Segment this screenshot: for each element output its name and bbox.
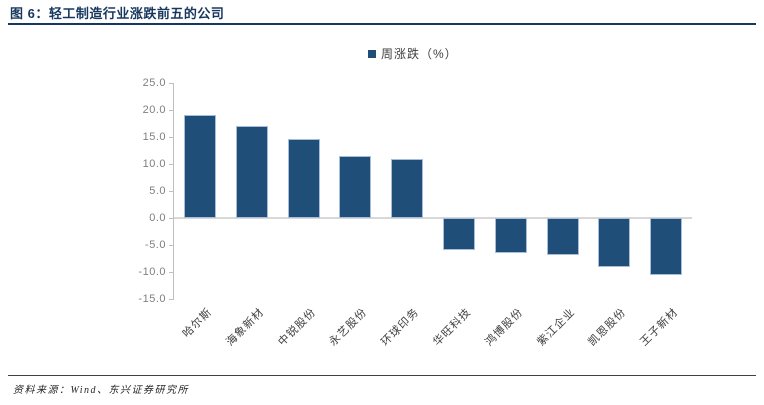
y-axis-label: 0.0 — [149, 212, 166, 224]
y-axis-label: 20.0 — [142, 104, 166, 116]
figure-title: 图 6：轻工制造行业涨跌前五的公司 — [10, 6, 225, 21]
bar-中锐股份 — [288, 139, 320, 218]
bar-环球印务 — [391, 159, 423, 218]
y-axis-tick — [169, 245, 174, 246]
y-axis-label: -5.0 — [145, 239, 166, 251]
bar-王子新材 — [650, 218, 682, 275]
y-axis-label: -10.0 — [138, 266, 166, 278]
y-axis-tick — [169, 164, 174, 165]
bar-海象新材 — [236, 126, 268, 218]
y-axis-label: 5.0 — [149, 185, 166, 197]
bar-凯恩股份 — [598, 218, 630, 267]
x-axis-label: 永艺股份 — [327, 306, 370, 349]
footer-divider — [8, 375, 756, 376]
y-axis-tick — [169, 110, 174, 111]
x-axis-label: 海象新材 — [223, 306, 267, 349]
y-axis-tick — [169, 299, 174, 300]
y-axis-label: 10.0 — [142, 158, 166, 170]
x-axis-label: 华旺科技 — [431, 306, 474, 349]
y-axis-label: 25.0 — [142, 77, 166, 89]
x-axis-label: 环球印务 — [379, 306, 422, 349]
bar-哈尔斯 — [184, 115, 216, 218]
legend-label: 周涨跌（%） — [381, 47, 458, 61]
title-divider — [8, 23, 756, 25]
y-axis-tick — [169, 83, 174, 84]
y-axis-tick — [169, 191, 174, 192]
bar-紫江企业 — [547, 218, 579, 255]
bar-华旺科技 — [443, 218, 475, 250]
plot-area — [169, 83, 692, 300]
x-axis-label: 中锐股份 — [275, 306, 319, 349]
y-axis-tick — [169, 218, 174, 219]
x-axis-label: 紫江企业 — [534, 306, 578, 349]
y-axis-label: 15.0 — [142, 131, 166, 143]
zero-gridline — [174, 217, 692, 219]
legend: 周涨跌（%） — [368, 45, 458, 62]
y-axis-tick — [169, 272, 174, 273]
y-axis-tick — [169, 137, 174, 138]
y-axis-label: -15.0 — [138, 293, 166, 305]
x-axis-label: 哈尔斯 — [180, 306, 215, 341]
x-axis-label: 鸿博股份 — [482, 306, 526, 349]
bar-永艺股份 — [339, 156, 371, 218]
legend-square-icon — [368, 49, 376, 58]
x-axis-label: 王子新材 — [638, 306, 681, 349]
x-axis-label: 凯恩股份 — [586, 306, 629, 349]
bar-鸿博股份 — [495, 218, 527, 253]
source-note: 资料来源：Wind、东兴证券研究所 — [13, 385, 190, 396]
